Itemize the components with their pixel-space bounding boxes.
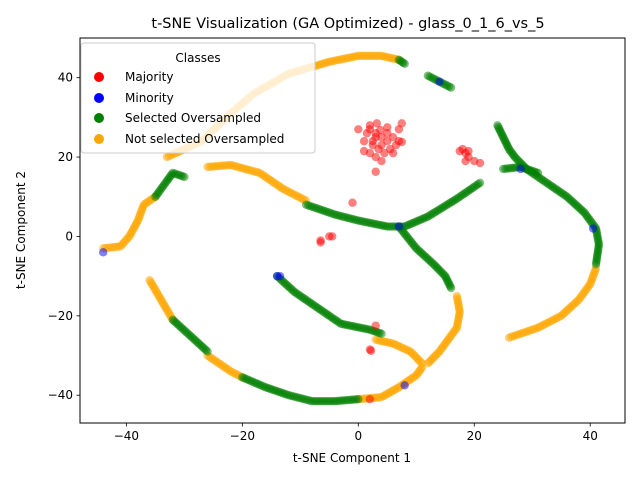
- majority-point: [316, 238, 325, 247]
- majority-point: [371, 321, 380, 330]
- majority-point: [376, 125, 385, 135]
- x-tick-label: 20: [467, 429, 482, 443]
- axis-ticks: −40 −20 0 20 40 −40 −20 0 20 40: [48, 71, 598, 443]
- majority-point: [383, 129, 392, 138]
- legend-label-minority: Minority: [125, 91, 174, 105]
- selected-oversampled-point: [446, 83, 456, 92]
- minority-point: [588, 224, 598, 233]
- majority-point: [366, 346, 376, 355]
- chart-title: t-SNE Visualization (GA Optimized) - gla…: [151, 16, 544, 32]
- majority-point: [383, 123, 392, 132]
- minority-point: [435, 77, 444, 86]
- selected-oversampled-point: [354, 394, 363, 404]
- not-selected-oversampled-point: [423, 359, 433, 368]
- x-tick-label: 40: [583, 429, 598, 443]
- selected-oversampled-point: [446, 283, 456, 293]
- majority-point: [328, 232, 337, 241]
- legend-marker-not-selected-oversampled: [94, 134, 104, 144]
- x-tick-label: 0: [354, 429, 362, 443]
- x-tick-label: −20: [230, 429, 255, 443]
- y-tick-label: 20: [58, 150, 73, 164]
- x-tick-label: −40: [114, 429, 139, 443]
- y-tick-label: 0: [65, 229, 73, 243]
- majority-point: [371, 167, 380, 176]
- majority-point: [359, 137, 369, 146]
- majority-point: [368, 137, 377, 146]
- majority-point: [377, 140, 386, 150]
- legend-title: Classes: [175, 51, 220, 65]
- legend-label-not-selected-oversampled: Not selected Oversampled: [125, 132, 284, 146]
- x-axis-label: t-SNE Component 1: [293, 451, 411, 465]
- legend-marker-selected-oversampled: [94, 113, 104, 123]
- majority-point: [354, 125, 363, 134]
- selected-oversampled-point: [377, 329, 386, 338]
- majority-point: [372, 119, 382, 128]
- minority-point: [400, 381, 409, 390]
- selected-oversampled-point: [533, 168, 543, 178]
- majority-point: [455, 146, 464, 156]
- minority-point: [275, 271, 285, 281]
- majority-point: [461, 156, 470, 166]
- legend-label-selected-oversampled: Selected Oversampled: [125, 111, 261, 125]
- majority-point: [475, 158, 485, 168]
- minority-point: [394, 222, 404, 231]
- selected-oversampled-point: [400, 59, 409, 68]
- y-tick-label: −20: [48, 309, 73, 323]
- y-tick-label: 40: [58, 71, 73, 85]
- y-axis-label: t-SNE Component 2: [14, 171, 28, 289]
- majority-point: [397, 119, 406, 128]
- majority-point: [348, 198, 357, 207]
- selected-oversampled-point: [203, 347, 212, 356]
- not-selected-oversampled-point: [417, 359, 427, 368]
- selected-oversampled-point: [591, 260, 601, 269]
- minority-point: [98, 248, 108, 257]
- legend: Classes Majority Minority Selected Overs…: [80, 42, 316, 154]
- selected-oversampled-point: [475, 178, 485, 188]
- legend-label-majority: Majority: [125, 70, 173, 84]
- minority-point: [516, 164, 525, 174]
- majority-point: [377, 156, 386, 166]
- majority-point: [365, 121, 375, 130]
- legend-marker-minority: [94, 93, 104, 103]
- legend-marker-majority: [94, 72, 104, 82]
- majority-point: [365, 394, 375, 404]
- majority-point: [359, 146, 369, 156]
- majority-point: [362, 129, 372, 138]
- legend-box: [80, 42, 316, 154]
- majority-point: [388, 148, 398, 158]
- selected-oversampled-point: [180, 172, 189, 182]
- y-tick-label: −40: [48, 388, 73, 402]
- majority-point: [397, 137, 406, 147]
- plot-frame: [79, 37, 626, 424]
